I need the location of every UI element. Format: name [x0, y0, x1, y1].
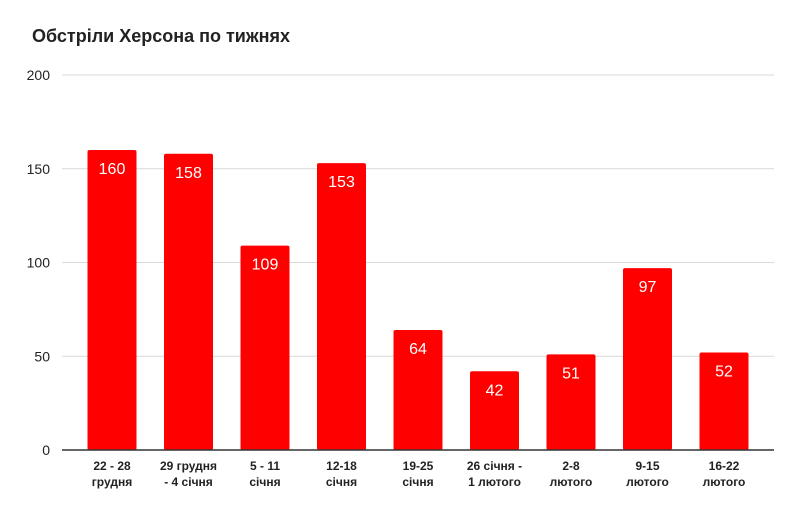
bar	[240, 245, 290, 450]
bar	[470, 371, 519, 450]
bar-value-label: 158	[175, 165, 202, 182]
x-tick-label-line: січня	[326, 475, 357, 489]
bar-value-labels: 160 158 109 153 64 42 51 97 52	[99, 161, 733, 399]
chart-title: Обстріли Херсона по тижнях	[32, 26, 291, 46]
bar	[699, 352, 749, 450]
x-tick-label-line: 22 - 28	[93, 459, 131, 473]
bar-value-label: 52	[715, 364, 733, 381]
x-tick-label-line: 5 - 11	[250, 459, 280, 473]
x-tick-label: 26 січня - 1 лютого	[467, 459, 522, 489]
x-axis-tick-labels: 22 - 28 грудня 29 грудня - 4 січня 5 - 11 січ…	[92, 459, 746, 489]
x-tick-label-line: 16-22	[709, 459, 740, 473]
bar-value-label: 42	[486, 382, 504, 399]
bar-value-label: 160	[99, 161, 126, 178]
bar	[164, 153, 213, 450]
x-tick-label-line: лютого	[550, 475, 593, 489]
x-tick-label: 16-22 лютого	[703, 459, 746, 489]
x-tick-label: 9-15 лютого	[626, 459, 669, 489]
bar-value-label: 109	[252, 257, 279, 274]
x-tick-label-line: лютого	[626, 475, 669, 489]
bars	[87, 150, 749, 450]
x-tick-label-line: - 4 січня	[164, 475, 213, 489]
bar-value-label: 51	[562, 365, 580, 382]
x-tick-label: 5 - 11 січня	[249, 459, 280, 489]
bar-value-label: 97	[639, 279, 657, 296]
bar	[317, 163, 366, 450]
x-tick-label-line: 26 січня -	[467, 459, 522, 473]
y-tick-label: 50	[34, 348, 50, 364]
x-tick-label: 2-8 лютого	[550, 459, 593, 489]
bar	[623, 268, 672, 450]
x-tick-label-line: січня	[402, 475, 433, 489]
x-tick-label-line: 2-8	[562, 459, 580, 473]
x-tick-label: 12-18 січня	[326, 459, 357, 489]
bar	[546, 354, 596, 450]
y-axis-tick-labels: 0 50 100 150 200	[27, 67, 51, 458]
y-tick-label: 100	[27, 255, 51, 271]
x-tick-label-line: 1 лютого	[468, 475, 521, 489]
x-tick-label-line: 9-15	[635, 459, 659, 473]
x-tick-label-line: грудня	[92, 475, 132, 489]
bar-value-label: 153	[328, 174, 355, 191]
x-tick-label-line: лютого	[703, 475, 746, 489]
x-tick-label: 22 - 28 грудня	[92, 459, 132, 489]
x-tick-label: 19-25 січня	[402, 459, 433, 489]
x-tick-label: 29 грудня - 4 січня	[160, 459, 217, 489]
y-tick-label: 0	[42, 442, 50, 458]
x-tick-label-line: січня	[249, 475, 280, 489]
bar	[393, 330, 443, 450]
x-tick-label-line: 29 грудня	[160, 459, 217, 473]
bar-value-label: 64	[409, 341, 427, 358]
x-tick-label-line: 12-18	[326, 459, 357, 473]
x-tick-label-line: 19-25	[403, 459, 434, 473]
y-tick-label: 150	[27, 161, 51, 177]
y-tick-label: 200	[27, 67, 51, 83]
bar	[87, 150, 137, 450]
